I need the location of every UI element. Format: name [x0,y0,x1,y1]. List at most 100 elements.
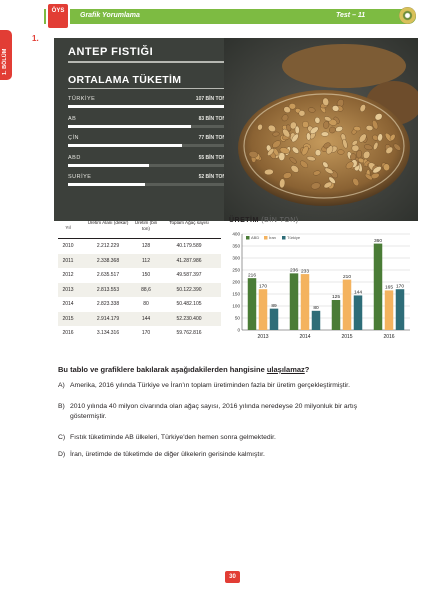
question-stem-emphasis: ulaşılamaz [266,365,305,374]
pistachio-nut [294,125,300,134]
consumption-bar [68,144,182,147]
pistachio-nut [322,97,329,106]
chart-title-unit: (BİN TON) [261,217,299,224]
legend-label: İran [269,235,276,240]
y-tick-label: 250 [232,268,240,273]
pistachio-nut [329,126,336,134]
pistachio-nut [306,156,316,162]
table-cell: 2011 [62,257,74,264]
option-text: Fıstık tüketiminde AB ülkeleri, Türkiye'… [70,434,276,441]
consumption-value: 77 BİN TON [198,135,226,141]
table-cell: 59.762.816 [176,330,202,336]
pistachio-nut [267,148,275,156]
table-row: 2010 2.212.229 128 40.179.589 [58,239,221,254]
table-cell: 144 [141,315,151,322]
pistachio-nut [372,166,382,174]
bar-value-label: 170 [396,283,404,289]
pistachio-nut [273,148,279,156]
bar [300,274,310,330]
table-cell: 2.823.338 [96,301,120,307]
pistachio-nut [314,117,321,124]
brand-badge-text: ÖYS [51,8,65,14]
consumption-bar [68,183,145,186]
infographic-title: ANTEP FISTIĞI [68,46,154,58]
table-cell: 50.122.390 [176,286,202,293]
y-tick-label: 100 [232,304,240,309]
pistachio-nut [383,163,390,171]
table-cell: 150 [141,272,151,278]
consumption-country: AB [68,115,77,122]
pistachio-nut [291,133,299,143]
pistachio-nut [374,113,383,121]
pistachio-nut [279,178,286,189]
table-row: 2013 2.813.553 88,6 50.122.390 [58,282,221,297]
option-c[interactable]: C) Fıstık tüketiminde AB ülkeleri, Türkiy… [58,433,418,443]
table-cell: 2015 [62,315,74,322]
pistachio-nut [298,110,306,117]
bar-value-label: 236 [290,268,298,274]
pistachio-nut [268,124,276,132]
pistachio-nut [351,140,358,146]
bar [269,308,279,330]
table-cell: 2014 [62,301,74,307]
option-d[interactable]: D) İran, üretimde de tüketimde de diğer ü… [58,450,418,460]
legend-swatch [264,236,268,240]
x-tick-label: 2016 [383,334,394,340]
option-label: A) [58,382,65,389]
x-tick-label: 2013 [257,334,268,340]
option-label: B) [58,403,65,410]
pistachio-nut [257,124,263,131]
chart-title: ÜRETİM (BİN TON) [229,217,299,224]
pistachio-nut [328,176,336,184]
pistachio-nut [281,114,289,122]
consumption-country: TÜRKİYE [68,96,96,102]
pistachio-nut [310,126,319,134]
consumption-bar [68,124,191,128]
consumption-row: ABD 55 BİN TON [68,155,226,175]
pistachio-nut [364,173,373,181]
y-tick-label: 200 [232,280,240,285]
pistachio-nut [323,121,330,129]
table-cell: 2010 [62,243,74,249]
title-divider [68,61,226,63]
option-a[interactable]: A) Amerika, 2016 yılında Türkiye ve İran'… [58,381,418,391]
bar-value-label: 233 [301,268,309,274]
pistachio-nut [310,182,321,190]
legend-swatch [282,236,286,240]
table-cell: 40.179.589 [176,243,202,249]
bar [395,289,405,330]
table-row: 2011 2.338.368 112 41.287.986 [58,253,221,268]
table-cell: 80 [143,301,149,307]
consumption-value: 52 BİN TON [198,174,226,180]
legend-swatch [246,236,250,240]
table-cell: 128 [141,243,151,249]
bar-value-label: 216 [248,272,256,278]
header-bar [44,9,416,24]
option-text-cont: göstermiştir. [70,413,107,420]
y-tick-label: 50 [235,316,241,321]
pistachio-nut [283,106,291,113]
pistachio-nut [363,150,371,159]
pistachio-nut [337,149,345,155]
table-row: 2016 3.134.316 170 59.762.816 [58,326,221,341]
x-tick-label: 2014 [299,334,310,340]
table-cell: 52.230.400 [176,315,202,322]
consumption-value: 83 BİN TON [198,115,226,122]
consumption-row: TÜRKİYE 107 BİN TON [68,96,226,116]
pistachio-nut [385,146,393,154]
table-cell: 49.587.397 [176,272,202,278]
pistachio-nut [323,181,333,189]
bar [311,310,321,330]
consumption-title: ORTALAMA TÜKETİM [68,74,182,86]
pistachio-nut [302,121,309,128]
bar [373,243,383,330]
bar [247,278,257,330]
pistachio-nut [320,131,329,137]
option-b[interactable]: B) 2010 yılında 40 milyon civarında olan … [58,402,418,422]
table-cell: 2016 [62,330,74,336]
question-stem-suffix: ? [304,365,310,374]
bar-value-label: 80 [313,305,319,311]
option-text: İran, üretimde de tüketimde de diğer ülk… [70,451,265,458]
consumption-value: 107 BİN TON [195,96,226,102]
pistachio-nut [377,133,383,142]
